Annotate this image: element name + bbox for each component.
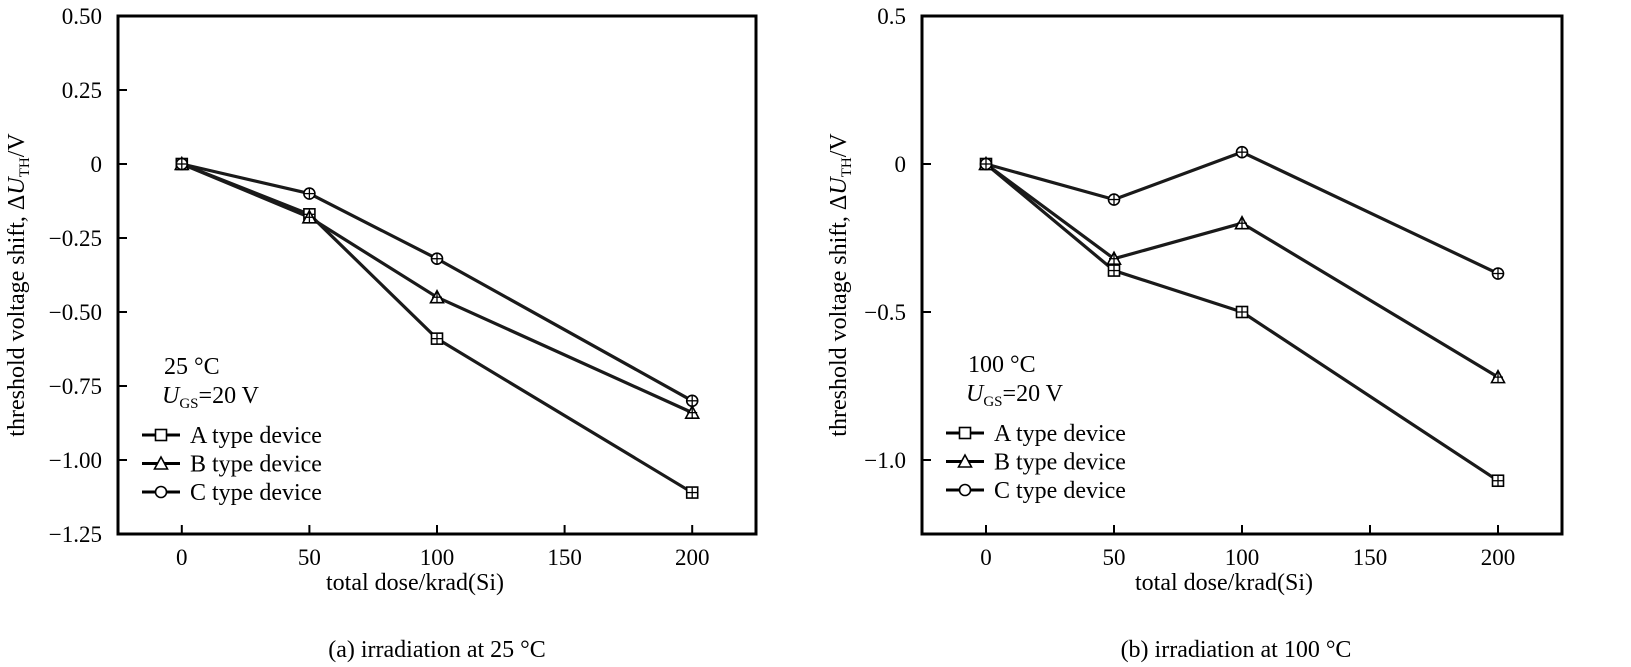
x-tick-label: 200 [675, 545, 710, 570]
chart-panel-1: 0.50 0.25 0 −0.25 −0.50 −0.75 −1.00 −1.25 0 50 100… [4, 4, 758, 663]
data-point-circle [430, 252, 444, 266]
data-point-triangle [429, 289, 445, 304]
legend-entry-circle: C type device [946, 478, 1126, 504]
legend-marker-triangle [957, 453, 973, 468]
y-tick-label: −0.75 [49, 374, 102, 399]
data-point-square [430, 332, 444, 345]
condition-symbol: U [966, 381, 985, 407]
x-tick-label: 200 [1481, 545, 1516, 570]
legend-marker-square [958, 426, 972, 440]
data-point-triangle [684, 404, 701, 419]
y-tick-label: −0.50 [49, 300, 102, 325]
data-point-triangle [1106, 250, 1122, 266]
legend-entry-triangle: B type device [142, 452, 322, 478]
data-point-triangle [301, 209, 318, 224]
data-point-square [1235, 305, 1249, 319]
condition-value: =20 V [1003, 381, 1064, 407]
legend-label: B type device [190, 452, 322, 478]
x-axis-label: total dose/krad(Si) [1135, 570, 1313, 596]
y-axis-label: threshold voltage shift, ΔUTH/V [4, 133, 33, 437]
legend-label: C type device [994, 478, 1126, 504]
y-tick-label: 0.5 [877, 4, 906, 29]
condition-subscript: GS [983, 394, 1002, 410]
condition-temperature: 100 °C [968, 352, 1036, 378]
condition-gate-voltage: UGS=20 V [162, 383, 260, 412]
condition-temperature: 25 °C [164, 354, 220, 380]
y-axis-label-prefix: threshold voltage shift, Δ [4, 195, 30, 437]
condition-subscript: GS [179, 396, 198, 412]
y-axis-label-unit: /V [826, 133, 852, 158]
figure-caption: (b) irradiation at 100 °C [1121, 637, 1352, 663]
data-point-circle [685, 394, 699, 408]
legend-marker-circle [154, 485, 168, 499]
y-tick-label: 0.25 [62, 78, 102, 103]
legend-entry-triangle: B type device [946, 450, 1126, 476]
legend-label: C type device [190, 480, 322, 506]
data-point-circle [1235, 145, 1249, 159]
figure-caption: (a) irradiation at 25 °C [328, 637, 546, 663]
y-tick-label: 0 [91, 152, 103, 177]
x-tick-label: 50 [1103, 545, 1126, 570]
series-line-square [984, 162, 1499, 483]
x-tick-label: 0 [176, 545, 188, 570]
y-axis-label: threshold voltage shift, ΔUTH/V [826, 133, 855, 437]
x-tick-label: 50 [298, 545, 321, 570]
series-line-circle [985, 150, 1499, 275]
legend-marker-square [154, 428, 168, 442]
y-axis-label-symbol: U [826, 176, 852, 195]
data-point-square [1107, 264, 1121, 277]
data-point-circle [979, 157, 993, 171]
data-point-circle [175, 157, 189, 171]
y-tick-label: 0.50 [62, 4, 102, 29]
y-tick-label: −1.00 [49, 448, 102, 473]
series-line-triangle [985, 162, 1499, 379]
legend-entry-circle: C type device [142, 480, 322, 506]
y-tick-label: 0 [895, 152, 907, 177]
legend-entry-square: A type device [142, 423, 322, 449]
data-point-circle [1107, 193, 1121, 206]
y-axis-label-unit: /V [4, 133, 30, 158]
data-point-square [1491, 474, 1505, 488]
y-tick-label: −1.0 [864, 448, 906, 473]
condition-value: =20 V [199, 383, 260, 409]
x-axis-label: total dose/krad(Si) [326, 570, 504, 596]
x-tick-label: 0 [980, 545, 992, 570]
data-point-circle [303, 187, 316, 200]
legend-entry-square: A type device [946, 421, 1126, 447]
legend-label: B type device [994, 450, 1126, 476]
condition-symbol: U [162, 383, 181, 409]
chart-panel-2: 0.5 0 −0.5 −1.0 0 50 100 150 200 total dose/krad(… [826, 4, 1564, 663]
data-point-triangle [1234, 215, 1250, 230]
legend-marker-triangle [153, 455, 169, 470]
series-line-triangle [181, 162, 693, 415]
x-tick-label: 100 [1225, 545, 1260, 570]
y-axis-label-symbol: U [4, 176, 30, 195]
legend-label: A type device [190, 423, 322, 449]
y-tick-label: −0.25 [49, 226, 102, 251]
y-tick-label: −1.25 [49, 522, 102, 547]
data-point-triangle [1490, 368, 1506, 384]
data-point-square [685, 486, 699, 499]
data-point-circle [1491, 267, 1505, 280]
series-line-circle [181, 162, 693, 403]
legend-marker-circle [958, 483, 972, 497]
y-axis-label-subscript: TH [17, 157, 33, 177]
x-tick-label: 150 [547, 545, 582, 570]
y-tick-label: −0.5 [864, 300, 906, 325]
legend-label: A type device [994, 421, 1126, 447]
condition-gate-voltage: UGS=20 V [966, 381, 1064, 410]
x-tick-label: 100 [420, 545, 455, 570]
x-tick-label: 150 [1353, 545, 1388, 570]
y-axis-label-subscript: TH [839, 157, 855, 177]
y-axis-label-prefix: threshold voltage shift, Δ [826, 195, 852, 437]
